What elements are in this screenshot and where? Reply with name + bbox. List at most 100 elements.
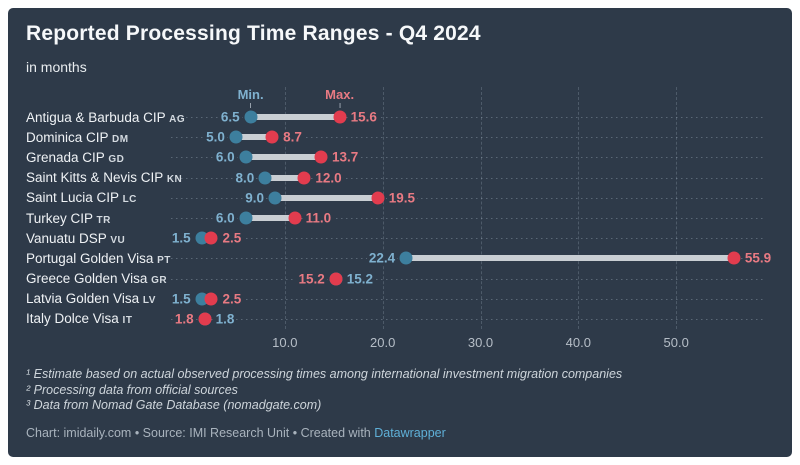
min-dot: [239, 150, 253, 164]
row-label: Turkey CIP TR: [26, 210, 111, 226]
row-label: Greece Golden Visa GR: [26, 271, 168, 287]
min-value-label: 6.0: [213, 149, 237, 165]
row-label: Latvia Golden Visa LV: [26, 291, 156, 307]
row-plot: 6.5 15.6: [171, 107, 774, 127]
legend-min-label: Min.: [237, 87, 264, 102]
min-value-label: 15.2: [344, 271, 375, 287]
row-country-code: GD: [108, 153, 125, 165]
footnote-1: ¹ Estimate based on actual observed proc…: [26, 367, 623, 382]
min-value-label: 6.0: [213, 210, 237, 226]
row-plot: 22.4 55.9: [171, 248, 774, 268]
row-plot: 1.5 2.5: [169, 289, 774, 309]
row-leader-line: [171, 238, 764, 240]
row-country-code: LV: [142, 295, 156, 307]
min-value-label: 6.5: [218, 109, 242, 125]
row-country-code: KN: [166, 174, 183, 186]
range-bar: [250, 114, 340, 121]
row-plot: 1.8 1.8: [171, 309, 774, 329]
row-label: Vanuatu DSP VU: [26, 230, 126, 246]
row-plot: 8.0 12.0: [171, 168, 774, 188]
legend-min: Min.: [238, 87, 264, 108]
row-country-code: GR: [151, 275, 168, 287]
row-leader-line: [171, 318, 764, 320]
row-country-code: VU: [110, 234, 126, 246]
row-leader-line: [171, 117, 764, 119]
legend-min-tick: [250, 103, 252, 108]
row-leader-line: [171, 197, 764, 199]
legend-max-label: Max.: [325, 87, 355, 102]
row-leader-line: [171, 218, 764, 220]
footnote-2: ² Processing data from official sources: [26, 382, 238, 397]
min-dot: [258, 171, 272, 185]
range-bar: [406, 255, 734, 262]
page-title: Reported Processing Time Ranges - Q4 202…: [26, 22, 481, 45]
row-country-code: DM: [112, 133, 129, 145]
footnote-3: ³ Data from Nomad Gate Database (nomadga…: [26, 398, 322, 413]
min-dot: [239, 211, 253, 225]
min-dot: [268, 191, 282, 205]
min-dot: [229, 130, 243, 144]
max-value-label: 8.7: [281, 129, 304, 145]
chart-row: Dominica CIP DM 5.0 8.7: [26, 127, 774, 147]
x-axis-tick-label: 20.0: [370, 335, 396, 351]
legend-max: Max.: [325, 87, 354, 108]
max-value-label: 12.0: [313, 170, 344, 186]
range-bar: [275, 194, 378, 201]
row-plot: 6.0 13.7: [171, 147, 774, 167]
chart-row: Turkey CIP TR 6.0 11.0: [26, 208, 774, 228]
row-plot: 9.0 19.5: [171, 188, 774, 208]
chart-row: Saint Kitts & Nevis CIP KN 8.0 12.0: [26, 168, 774, 188]
legend-max-tick: [339, 103, 341, 108]
max-dot: [265, 130, 279, 144]
row-label: Dominica CIP DM: [26, 129, 129, 145]
max-value-label: 2.5: [220, 291, 244, 307]
row-label: Portugal Golden Visa PT: [26, 250, 171, 266]
range-bar: [245, 154, 322, 161]
max-value-label: 15.6: [348, 109, 379, 125]
max-dot: [727, 251, 741, 265]
row-leader-line: [171, 137, 764, 139]
min-dot: [195, 292, 209, 306]
chart-card: Reported Processing Time Ranges - Q4 202…: [8, 8, 792, 457]
row-country-code: PT: [157, 254, 171, 266]
range-bar: [245, 215, 295, 222]
max-dot: [371, 191, 385, 205]
row-leader-line: [171, 278, 764, 280]
byline-text: Chart: imidaily.com • Source: IMI Resear…: [26, 425, 375, 440]
chart-subtitle: in months: [26, 59, 87, 75]
max-dot: [288, 211, 302, 225]
chart-row: Latvia Golden Visa LV 1.5 2.5: [26, 289, 774, 309]
max-dot: [204, 292, 218, 306]
min-value-label: 1.8: [213, 311, 237, 327]
row-label: Grenada CIP GD: [26, 149, 125, 165]
max-dot: [204, 231, 218, 245]
x-axis-tick-label: 30.0: [467, 335, 494, 351]
dumbbell-chart: Min. Max. Antigua & Barbuda CIP AG 6.5 15.…: [26, 87, 774, 355]
row-plot: 15.2 15.2: [171, 269, 774, 289]
min-value-label: 5.0: [204, 129, 227, 145]
row-country-code: AG: [169, 113, 186, 125]
datawrapper-link[interactable]: Datawrapper: [374, 425, 446, 440]
max-dot: [314, 150, 328, 164]
row-country-code: TR: [96, 214, 111, 226]
max-dot: [333, 110, 347, 124]
max-value-label: 15.2: [296, 271, 327, 287]
min-value-label: 9.0: [243, 190, 267, 206]
max-value-label: 11.0: [303, 210, 334, 226]
min-dot: [244, 110, 258, 124]
max-dot: [198, 312, 212, 326]
max-value-label: 55.9: [742, 250, 774, 266]
chart-row: Saint Lucia CIP LC 9.0 19.5: [26, 188, 774, 208]
row-label: Italy Dolce Visa IT: [26, 311, 133, 327]
chart-rows: Antigua & Barbuda CIP AG 6.5 15.6 Dominica …: [26, 107, 774, 329]
max-value-label: 13.7: [330, 149, 361, 165]
max-value-label: 2.5: [220, 230, 244, 246]
row-label: Saint Lucia CIP LC: [26, 190, 137, 206]
row-plot: 6.0 11.0: [171, 208, 774, 228]
row-plot: 5.0 8.7: [171, 127, 774, 147]
max-dot: [297, 171, 311, 185]
chart-row: Grenada CIP GD 6.0 13.7: [26, 147, 774, 167]
min-dot: [399, 251, 413, 265]
max-value-label: 1.8: [172, 311, 196, 327]
chart-row: Portugal Golden Visa PT 22.4 55.9: [26, 248, 774, 268]
